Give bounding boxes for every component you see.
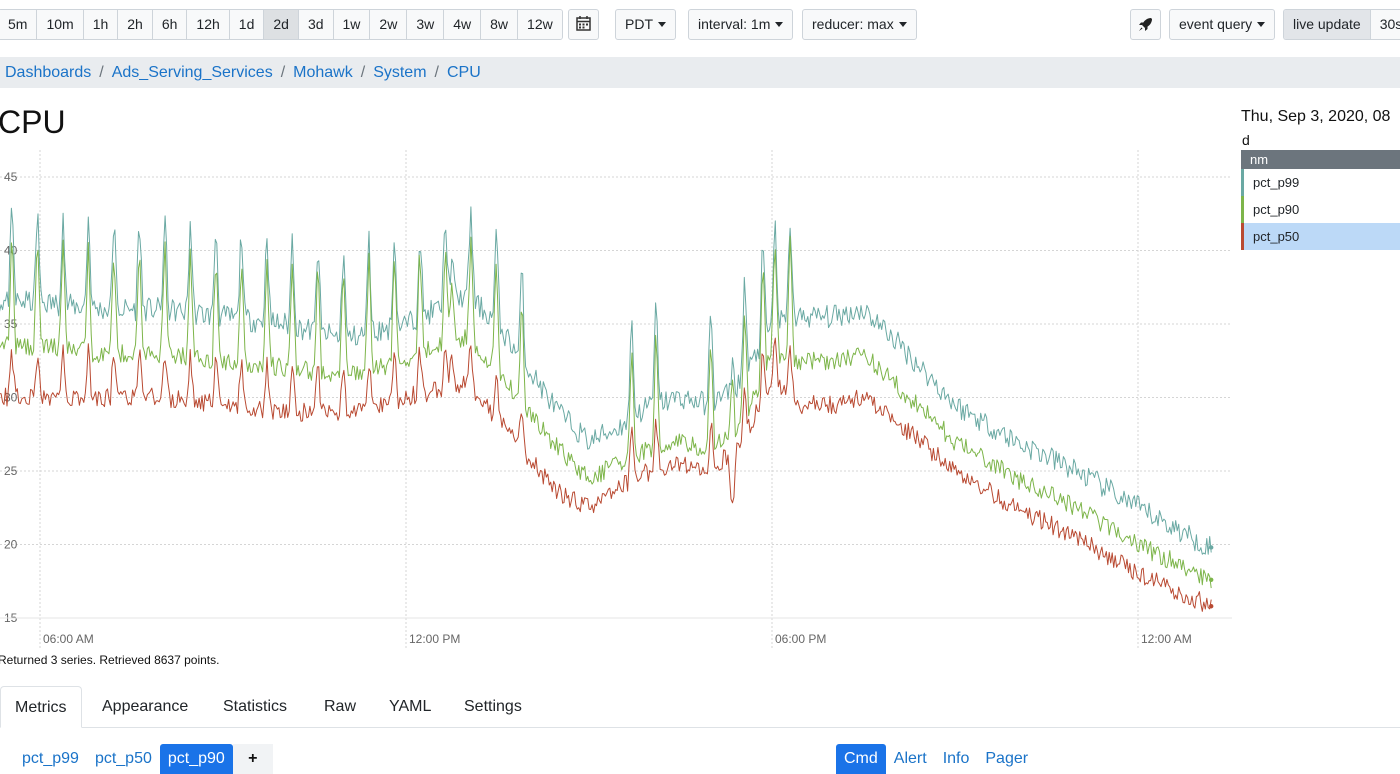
range-button-2w[interactable]: 2w [370, 10, 408, 39]
metric-pill-pct-p90[interactable]: pct_p90 [159, 744, 233, 774]
breadcrumb-link-dashboards[interactable]: Dashboards [5, 64, 92, 81]
series-end-point-pct-p50 [1209, 604, 1214, 609]
tab-metrics[interactable]: Metrics [0, 686, 82, 728]
range-button-2d[interactable]: 2d [264, 10, 299, 39]
range-button-12h[interactable]: 12h [187, 10, 230, 39]
series-line-pct-p50 [0, 337, 1212, 612]
range-button-4w[interactable]: 4w [444, 10, 482, 39]
range-button-10m[interactable]: 10m [37, 10, 84, 39]
legend-date: Thu, Sep 3, 2020, 08 [1241, 108, 1391, 125]
calendar-button[interactable] [568, 9, 599, 40]
legend: nm pct_p99 pct_p90 pct_p50 [1241, 150, 1400, 250]
x-tick-label: 12:00 AM [1141, 632, 1192, 646]
range-button-1w[interactable]: 1w [333, 10, 371, 39]
metric-pill-pct-p99[interactable]: pct_p99 [22, 750, 79, 767]
reducer-label: reducer: max [812, 16, 894, 32]
rocket-icon [1139, 18, 1152, 31]
action-pill-alert[interactable]: Alert [893, 750, 927, 767]
range-button-6h[interactable]: 6h [152, 10, 188, 39]
range-button-5m[interactable]: 5m [0, 10, 38, 39]
legend-item-pct-p99[interactable]: pct_p99 [1241, 169, 1400, 196]
range-button-1h[interactable]: 1h [83, 10, 119, 39]
y-tick-label: 45 [4, 170, 18, 184]
toolbar: 5m 10m 1h 2h 6h 12h 1d 2d 3d 1w 2w 3w 4w 8w 12w PDT in… [0, 0, 1400, 50]
series-line-pct-p90 [0, 235, 1212, 589]
time-range-group: 5m 10m 1h 2h 6h 12h 1d 2d 3d 1w 2w 3w 4w 8w 12w [0, 9, 563, 40]
query-status: Returned 3 series. Retrieved 8637 points… [0, 653, 220, 667]
refresh-interval-button[interactable]: 30s [1370, 10, 1400, 39]
breadcrumb-separator: / [434, 64, 439, 81]
breadcrumb-separator: / [360, 64, 366, 81]
rocket-button[interactable] [1130, 9, 1161, 40]
caret-down-icon [1257, 22, 1266, 27]
caret-down-icon [658, 22, 666, 27]
tab-yaml[interactable]: YAML [389, 698, 432, 715]
series-end-point-pct-p99 [1209, 545, 1214, 550]
tab-raw[interactable]: Raw [324, 698, 357, 715]
series-end-point-pct-p90 [1209, 577, 1214, 582]
metric-pills: pct_p99 pct_p50 pct_p90 + [14, 744, 273, 774]
action-pill-cmd[interactable]: Cmd [836, 744, 886, 774]
legend-header: nm [1241, 150, 1400, 169]
timezone-dropdown[interactable]: PDT [615, 9, 676, 40]
live-update-button[interactable]: live update [1284, 10, 1371, 39]
event-query-label: event query [1179, 16, 1253, 32]
legend-item-pct-p90[interactable]: pct_p90 [1241, 196, 1400, 223]
y-tick-label: 35 [4, 317, 18, 331]
x-tick-label: 12:00 PM [409, 632, 460, 646]
legend-d-label: d [1242, 132, 1250, 148]
live-update-group: live update 30s [1283, 9, 1400, 40]
range-button-2h[interactable]: 2h [118, 10, 153, 39]
caret-down-icon [775, 22, 784, 27]
breadcrumb: Dashboards / Ads_Serving_Services / Mohawk / S… [0, 57, 1400, 88]
x-tick-label: 06:00 PM [775, 632, 826, 646]
metric-pill-pct-p50[interactable]: pct_p50 [94, 750, 152, 767]
breadcrumb-separator: / [280, 64, 286, 81]
reducer-dropdown[interactable]: reducer: max [802, 9, 917, 40]
timezone-label: PDT [625, 16, 653, 32]
range-button-3w[interactable]: 3w [407, 10, 445, 39]
action-pill-pager[interactable]: Pager [985, 750, 1029, 767]
caret-down-icon [898, 22, 907, 27]
y-tick-label: 20 [4, 538, 18, 552]
breadcrumb-link-ads-serving-services[interactable]: Ads_Serving_Services [111, 64, 273, 81]
breadcrumb-link-cpu[interactable]: CPU [446, 64, 481, 81]
legend-item-pct-p50[interactable]: pct_p50 [1241, 223, 1400, 250]
calendar-icon [576, 16, 591, 31]
range-button-12w[interactable]: 12w [518, 10, 562, 39]
interval-dropdown[interactable]: interval: 1m [688, 9, 794, 40]
series-line-pct-p99 [0, 206, 1212, 555]
event-query-dropdown[interactable]: event query [1169, 9, 1276, 40]
range-button-8w[interactable]: 8w [481, 10, 519, 39]
tab-appearance[interactable]: Appearance [102, 698, 189, 715]
page-title: CPU [0, 104, 66, 140]
add-metric-button[interactable]: + [232, 744, 273, 774]
action-pills: Cmd Alert Info Pager [836, 744, 1036, 774]
breadcrumb-link-mohawk[interactable]: Mohawk [293, 64, 353, 81]
tab-settings[interactable]: Settings [464, 698, 522, 715]
breadcrumb-separator: / [99, 64, 104, 81]
x-tick-label: 06:00 AM [43, 632, 94, 646]
action-pill-info[interactable]: Info [942, 750, 970, 767]
tab-statistics[interactable]: Statistics [223, 698, 288, 715]
range-button-3d[interactable]: 3d [298, 10, 334, 39]
interval-label: interval: 1m [698, 16, 771, 32]
editor-tabs: Metrics Appearance Statistics Raw YAML Settin… [0, 686, 1400, 728]
range-button-1d[interactable]: 1d [229, 10, 265, 39]
breadcrumb-link-system[interactable]: System [373, 64, 427, 81]
y-tick-label: 25 [4, 464, 18, 478]
